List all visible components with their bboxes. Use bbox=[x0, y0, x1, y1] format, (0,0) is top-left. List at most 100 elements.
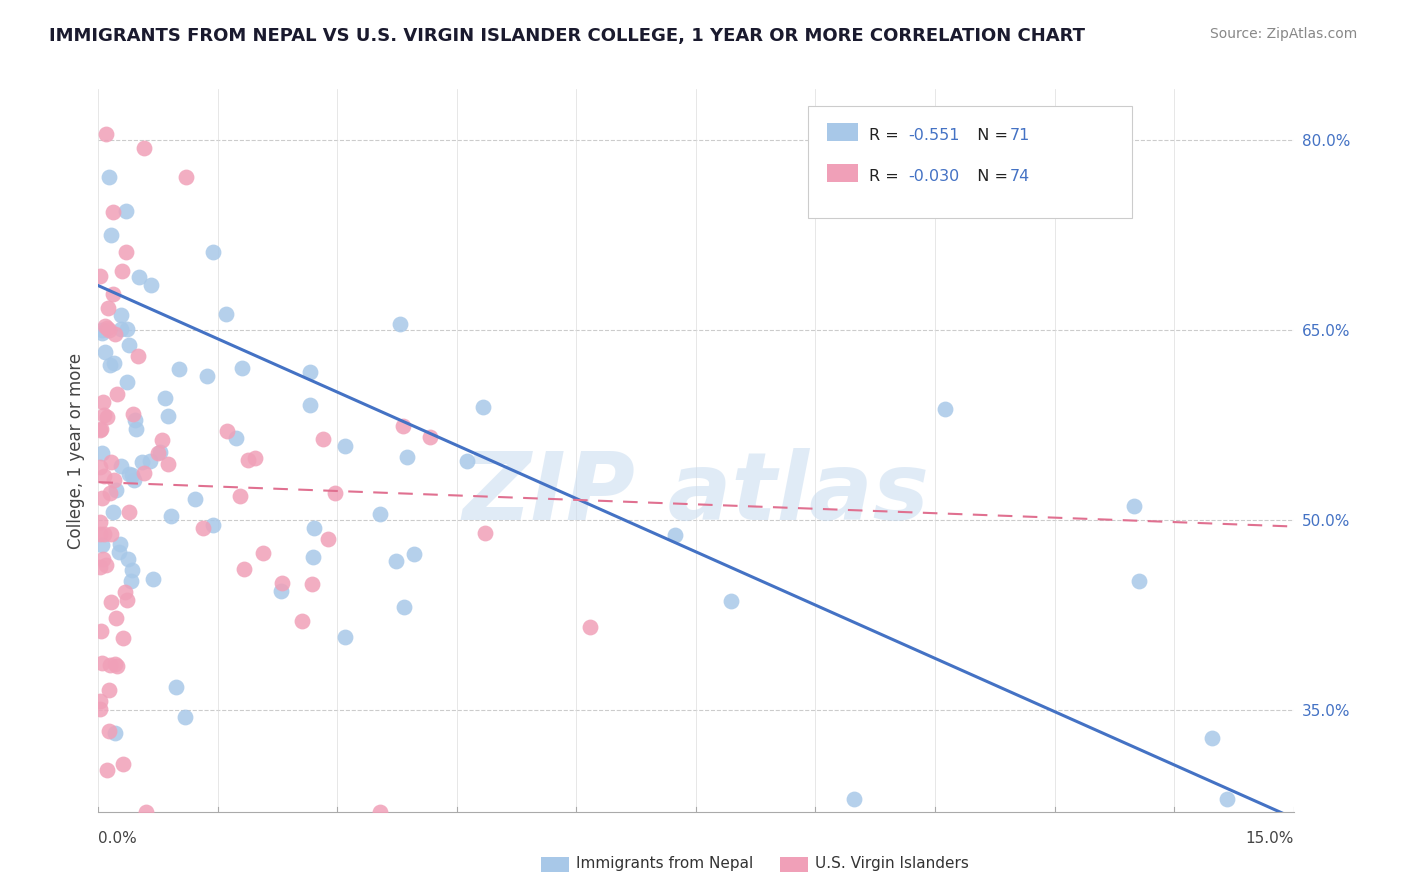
Point bbox=[93, 408, 115, 422]
Point bbox=[120, 574, 142, 588]
Point bbox=[125, 422, 148, 436]
Point bbox=[146, 446, 169, 460]
Text: R =: R = bbox=[869, 169, 904, 185]
Point bbox=[89, 560, 111, 574]
Point bbox=[94, 344, 117, 359]
Point bbox=[104, 657, 127, 671]
Point bbox=[94, 127, 117, 141]
Point bbox=[89, 694, 111, 708]
Point bbox=[98, 683, 121, 698]
Point bbox=[110, 308, 132, 322]
Point bbox=[404, 547, 426, 561]
Point bbox=[1201, 731, 1223, 745]
Point bbox=[215, 307, 238, 321]
Point bbox=[94, 318, 117, 333]
Point bbox=[103, 473, 125, 487]
Point bbox=[96, 409, 118, 424]
Point bbox=[159, 509, 181, 524]
Point bbox=[90, 656, 112, 670]
Point bbox=[474, 526, 496, 541]
Point bbox=[91, 395, 114, 409]
Point bbox=[127, 349, 149, 363]
Point bbox=[105, 387, 128, 401]
Point bbox=[131, 455, 153, 469]
Point bbox=[167, 361, 190, 376]
Point bbox=[934, 401, 956, 416]
Point bbox=[118, 338, 141, 352]
Point bbox=[100, 228, 122, 243]
Point bbox=[110, 459, 132, 474]
Point bbox=[105, 659, 128, 673]
Point bbox=[105, 483, 128, 498]
Point bbox=[456, 453, 478, 467]
Point bbox=[89, 268, 111, 283]
Point bbox=[311, 432, 333, 446]
Point bbox=[157, 409, 180, 424]
Text: ZIP atlas: ZIP atlas bbox=[463, 448, 929, 540]
Point bbox=[299, 365, 322, 379]
Point bbox=[392, 600, 415, 615]
Point bbox=[156, 457, 179, 471]
Point bbox=[132, 466, 155, 480]
Point bbox=[197, 368, 219, 383]
Point bbox=[97, 301, 120, 315]
Point bbox=[104, 726, 127, 740]
Point bbox=[98, 486, 121, 500]
Point bbox=[165, 680, 187, 694]
Point bbox=[231, 361, 253, 376]
Point bbox=[91, 491, 114, 506]
Text: N =: N = bbox=[967, 169, 1014, 185]
Text: IMMIGRANTS FROM NEPAL VS U.S. VIRGIN ISLANDER COLLEGE, 1 YEAR OR MORE CORRELATIO: IMMIGRANTS FROM NEPAL VS U.S. VIRGIN ISL… bbox=[49, 27, 1085, 45]
Point bbox=[108, 545, 131, 559]
Point bbox=[117, 467, 139, 481]
Text: 74: 74 bbox=[1010, 169, 1029, 185]
Point bbox=[117, 321, 139, 335]
Point bbox=[91, 326, 114, 340]
Point bbox=[98, 358, 121, 372]
Point bbox=[103, 204, 125, 219]
Point bbox=[302, 521, 325, 535]
Point bbox=[184, 492, 207, 507]
Point bbox=[93, 469, 115, 483]
Point bbox=[90, 624, 112, 639]
Point bbox=[844, 792, 866, 806]
Text: 71: 71 bbox=[1010, 128, 1029, 144]
Point bbox=[91, 446, 114, 460]
Text: 15.0%: 15.0% bbox=[1246, 830, 1294, 846]
Point bbox=[110, 322, 132, 336]
Point bbox=[1128, 574, 1150, 588]
Point bbox=[121, 468, 143, 483]
Text: Immigrants from Nepal: Immigrants from Nepal bbox=[576, 856, 754, 871]
Point bbox=[98, 169, 121, 184]
Point bbox=[471, 400, 494, 414]
Point bbox=[97, 323, 120, 337]
Point bbox=[333, 630, 356, 644]
Point bbox=[91, 538, 114, 552]
Point bbox=[89, 423, 111, 437]
Point bbox=[153, 392, 176, 406]
Point bbox=[202, 244, 225, 259]
Point bbox=[396, 450, 419, 464]
Point bbox=[105, 610, 128, 624]
Point bbox=[243, 451, 266, 466]
Point bbox=[270, 583, 292, 598]
Point bbox=[135, 805, 157, 819]
Point bbox=[664, 528, 686, 542]
Point bbox=[1216, 792, 1239, 806]
Point bbox=[252, 546, 274, 560]
Point bbox=[233, 561, 256, 575]
Point bbox=[100, 595, 122, 609]
Text: N =: N = bbox=[967, 128, 1014, 144]
Point bbox=[115, 375, 138, 389]
Point bbox=[225, 431, 247, 445]
Text: U.S. Virgin Islanders: U.S. Virgin Islanders bbox=[815, 856, 969, 871]
Text: 0.0%: 0.0% bbox=[98, 830, 138, 846]
Point bbox=[368, 805, 391, 819]
Point bbox=[122, 473, 145, 487]
Point bbox=[89, 515, 111, 529]
Point bbox=[108, 537, 131, 551]
Point bbox=[323, 485, 346, 500]
Point bbox=[94, 558, 117, 572]
Point bbox=[236, 453, 259, 467]
Text: -0.030: -0.030 bbox=[908, 169, 959, 185]
